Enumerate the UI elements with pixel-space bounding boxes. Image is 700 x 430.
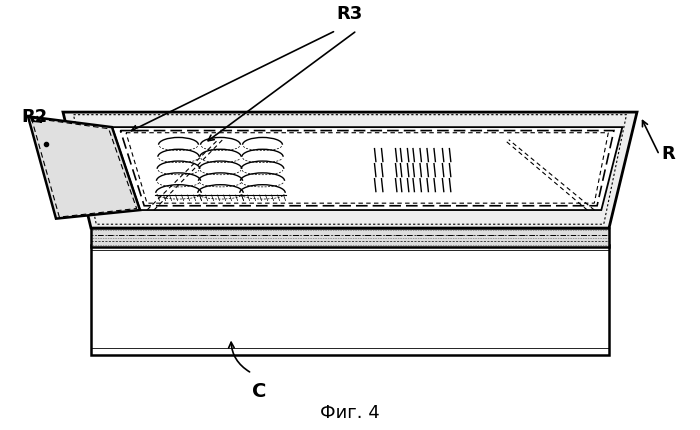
Polygon shape [28,117,140,219]
Text: R2: R2 [21,108,48,126]
Polygon shape [91,246,609,355]
Polygon shape [63,113,637,229]
Text: C: C [252,381,266,399]
Text: R: R [662,144,676,163]
Text: Фиг. 4: Фиг. 4 [320,403,380,421]
Polygon shape [91,229,609,248]
Polygon shape [112,128,622,211]
Text: R3: R3 [337,5,363,23]
